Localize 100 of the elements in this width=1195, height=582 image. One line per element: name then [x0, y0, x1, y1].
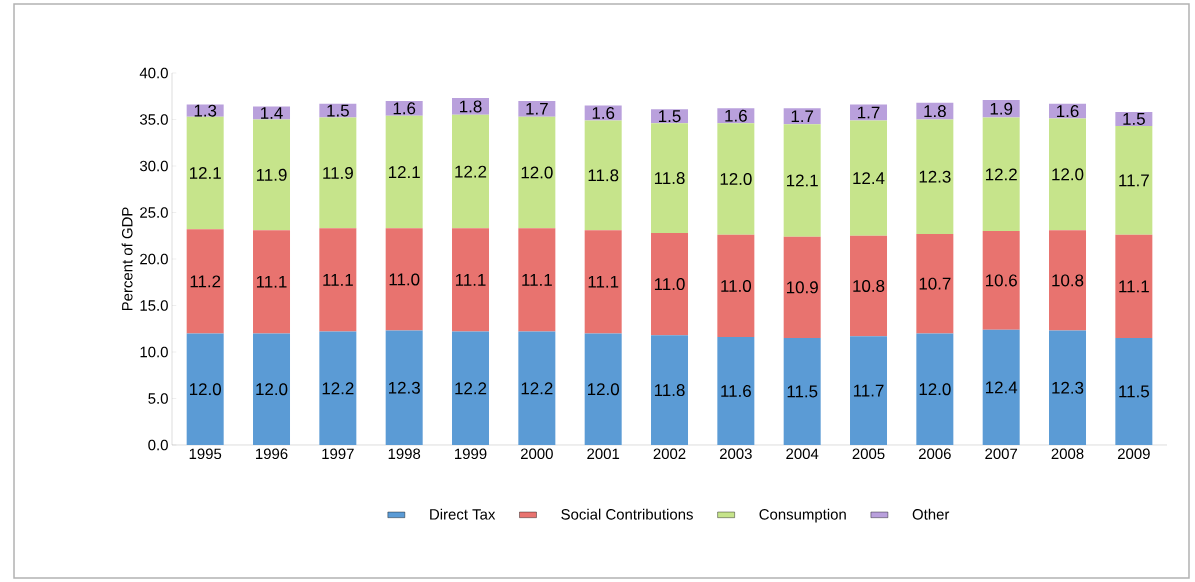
data-label: 11.2 — [190, 275, 221, 288]
bar — [982, 231, 1020, 330]
bar — [584, 230, 622, 334]
data-label: 12.2 — [455, 165, 487, 178]
data-label: 11.8 — [654, 384, 685, 397]
data-label: 12.2 — [455, 382, 487, 395]
y-tick-label: 0.0 — [148, 439, 168, 451]
data-label: 11.6 — [721, 385, 751, 398]
x-tick-label: 1997 — [322, 448, 354, 460]
bar — [319, 331, 357, 445]
data-label: 11.1 — [588, 275, 619, 288]
data-label: 11.1 — [323, 274, 353, 286]
data-label: 11.9 — [256, 168, 287, 181]
data-label: 11.0 — [654, 278, 685, 291]
bar — [253, 119, 291, 231]
x-tick-label: 2001 — [587, 448, 620, 460]
bar — [850, 120, 888, 236]
x-tick-label: 2000 — [520, 448, 553, 460]
bar — [584, 120, 622, 231]
data-label: 12.1 — [388, 166, 420, 178]
data-label: 12.2 — [986, 168, 1017, 181]
y-tick-label: 10.0 — [140, 346, 168, 358]
bar — [1115, 125, 1153, 235]
bar — [186, 333, 224, 445]
data-label: 12.2 — [322, 382, 354, 395]
data-label: 10.8 — [853, 279, 885, 292]
data-label: 11.1 — [256, 275, 287, 288]
bar — [717, 234, 755, 338]
bar — [452, 114, 490, 229]
legend-label: Direct Tax — [430, 508, 496, 520]
y-tick-label: 40.0 — [139, 67, 168, 79]
data-label: 1.6 — [393, 102, 416, 115]
bar — [850, 235, 888, 337]
data-label: 1.5 — [659, 110, 681, 123]
data-label: 11.1 — [522, 274, 552, 286]
bar — [916, 233, 954, 334]
bar — [319, 117, 357, 229]
bar — [452, 331, 490, 445]
x-tick-label: 2002 — [653, 448, 686, 460]
bar — [186, 116, 224, 230]
bar — [1115, 234, 1153, 339]
bar — [518, 116, 556, 229]
bar — [385, 228, 423, 331]
data-label: 1.8 — [924, 105, 946, 118]
data-label: 1.6 — [1057, 105, 1079, 118]
data-label: 12.0 — [521, 166, 553, 179]
data-label: 11.1 — [455, 274, 486, 286]
bar — [916, 119, 954, 234]
bar — [1049, 230, 1087, 331]
data-label: 11.8 — [654, 172, 685, 185]
data-label: 12.0 — [587, 383, 619, 396]
x-tick-label: 2008 — [1051, 448, 1084, 460]
bar — [186, 229, 224, 334]
legend-label: Social Contributions — [561, 508, 693, 520]
data-label: 12.0 — [256, 383, 288, 396]
bar — [518, 331, 556, 445]
data-label: 1.6 — [725, 109, 747, 122]
bar — [850, 336, 888, 445]
x-tick-label: 2006 — [918, 448, 951, 460]
x-tick-label: 2005 — [852, 448, 885, 460]
data-label: 1.3 — [194, 104, 217, 117]
data-label: 12.1 — [787, 174, 818, 187]
bar — [783, 236, 821, 339]
bar — [1049, 118, 1087, 231]
y-tick-label: 5.0 — [148, 393, 168, 404]
y-tick-label: 15.0 — [140, 300, 168, 311]
x-tick-label: 1996 — [256, 448, 288, 460]
data-label: 11.8 — [588, 169, 619, 182]
y-tick-label: 20.0 — [140, 253, 168, 265]
data-label: 1.7 — [526, 102, 548, 115]
data-label: 10.9 — [787, 281, 818, 294]
data-label: 11.0 — [389, 273, 420, 286]
data-label: 12.3 — [388, 381, 420, 394]
data-label: 1.8 — [460, 100, 482, 113]
bar — [319, 228, 357, 332]
data-label: 12.3 — [1052, 381, 1084, 394]
y-tick-label: 25.0 — [140, 207, 168, 218]
bar — [916, 333, 954, 445]
legend-label: Consumption — [759, 508, 846, 523]
data-label: 12.0 — [1052, 168, 1084, 181]
bar — [385, 330, 423, 445]
data-label: 1.5 — [1123, 113, 1145, 125]
x-tick-label: 1999 — [455, 448, 487, 460]
data-label: 11.1 — [1119, 280, 1149, 293]
data-label: 1.7 — [791, 110, 814, 123]
data-label: 11.0 — [721, 279, 752, 292]
legend-label: Other — [912, 508, 950, 520]
data-label: 1.5 — [327, 104, 349, 117]
bar — [1049, 330, 1087, 445]
data-label: 11.9 — [323, 166, 353, 179]
bar — [651, 232, 689, 336]
data-label: 10.7 — [919, 277, 951, 290]
bar — [717, 337, 755, 445]
data-label: 12.0 — [189, 383, 221, 396]
data-label: 1.6 — [592, 106, 615, 119]
x-tick-label: 2009 — [1117, 448, 1150, 460]
data-label: 1.9 — [990, 102, 1013, 115]
y-tick-label: 35.0 — [139, 114, 168, 125]
bar — [452, 98, 490, 115]
data-label: 11.5 — [1119, 385, 1149, 398]
